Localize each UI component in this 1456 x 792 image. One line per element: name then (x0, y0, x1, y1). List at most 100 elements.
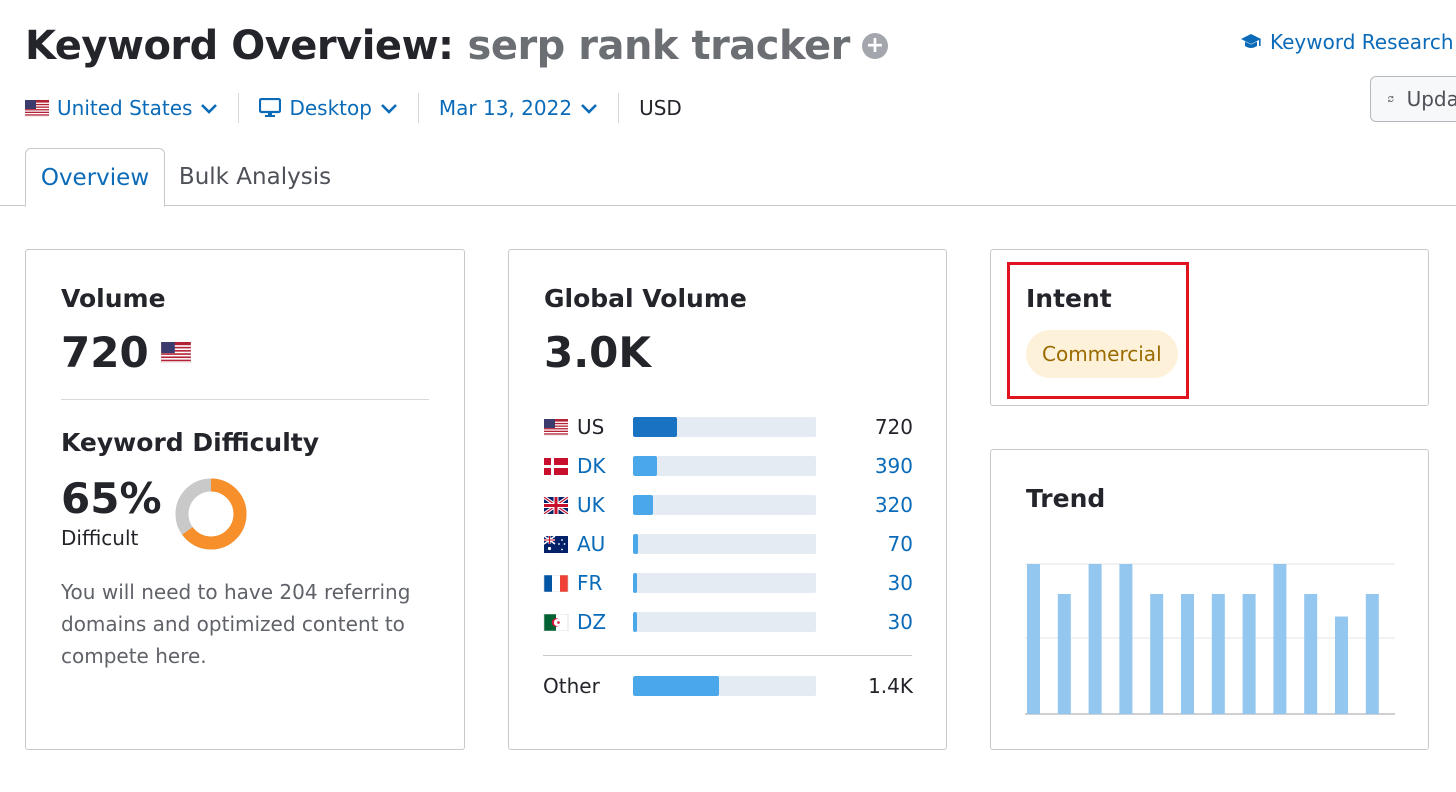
page-title: Keyword Overview: (25, 23, 454, 69)
update-button[interactable]: Update (1370, 76, 1456, 122)
device-select[interactable]: Desktop (259, 96, 397, 120)
country-bar-fill (633, 612, 637, 632)
other-bar (633, 676, 816, 696)
trend-bar[interactable] (1027, 564, 1040, 714)
country-row[interactable]: DZ 30 (543, 609, 913, 635)
country-code[interactable]: DZ (577, 610, 607, 634)
volume-value: 720 (61, 328, 149, 377)
country-bar (633, 573, 816, 593)
country-bar (633, 495, 816, 515)
country-select[interactable]: United States (25, 96, 218, 120)
intent-badge[interactable]: Commercial (1026, 330, 1178, 378)
kd-donut-chart (175, 478, 247, 550)
trend-bar[interactable] (1119, 564, 1133, 714)
country-bar (633, 534, 816, 554)
country-code[interactable]: FR (577, 571, 603, 595)
country-bar-fill (633, 573, 637, 593)
kd-description: You will need to have 204 referring doma… (61, 580, 411, 668)
country-bar (633, 612, 816, 632)
kd-label: Keyword Difficulty (61, 428, 320, 457)
volume-value-row: 720 (61, 328, 191, 377)
us-flag-icon (25, 99, 49, 117)
trend-chart (1025, 563, 1395, 715)
country-volume: 720 (874, 415, 913, 439)
desktop-icon (259, 98, 282, 117)
keyword-research-label: Keyword Research (1270, 30, 1454, 54)
divider (61, 399, 429, 400)
trend-bar[interactable] (1365, 594, 1379, 714)
country-row[interactable]: DK 390 (543, 453, 913, 479)
country-volume[interactable]: 390 (874, 454, 913, 478)
chevron-down-icon (581, 104, 597, 114)
country-bar-fill (633, 417, 677, 437)
update-label: Update (1406, 87, 1456, 111)
keyword-title: serp rank tracker (467, 23, 851, 69)
country-code[interactable]: AU (577, 532, 606, 556)
kd-value: 65% (61, 474, 162, 523)
trend-bar[interactable] (1088, 564, 1102, 714)
dk-flag-icon (544, 457, 568, 475)
country-volume[interactable]: 30 (887, 571, 913, 595)
date-label: Mar 13, 2022 (438, 96, 573, 120)
global-volume-value: 3.0K (544, 328, 651, 377)
country-volume[interactable]: 70 (887, 532, 913, 556)
chevron-down-icon (201, 104, 218, 114)
device-label: Desktop (289, 96, 372, 120)
au-flag-icon (543, 535, 568, 553)
country-bar-fill (633, 534, 638, 554)
fr-flag-icon (543, 574, 569, 592)
country-bar-fill (633, 456, 657, 476)
trend-label: Trend (1026, 484, 1106, 513)
trend-bar[interactable] (1242, 594, 1256, 714)
country-label: United States (57, 96, 193, 120)
divider (618, 93, 620, 123)
country-bar (633, 417, 816, 437)
country-bar-fill (633, 495, 653, 515)
country-row[interactable]: FR 30 (543, 570, 913, 596)
trend-bar[interactable] (1335, 616, 1348, 715)
country-volume[interactable]: 30 (887, 610, 913, 634)
country-bar (633, 456, 816, 476)
trend-bar[interactable] (1150, 594, 1164, 714)
other-row: Other 1.4K (543, 673, 913, 699)
page-title-row: Keyword Overview: serp rank tracker + (25, 18, 888, 74)
divider (543, 655, 912, 656)
date-select[interactable]: Mar 13, 2022 (439, 96, 598, 120)
trend-bar[interactable] (1273, 564, 1287, 714)
kd-donut-arc (175, 478, 247, 550)
graduation-cap-icon (1241, 34, 1261, 48)
country-row: US 720 (543, 414, 913, 440)
trend-bar[interactable] (1181, 594, 1194, 714)
trend-bar[interactable] (1057, 594, 1071, 714)
us-flag-icon (160, 342, 191, 363)
chevron-down-icon (381, 104, 397, 114)
add-keyword-icon[interactable]: + (861, 33, 888, 59)
divider (238, 93, 240, 123)
global-volume-card: Global Volume 3.0K US 720 DK 390 (508, 249, 947, 750)
country-volume[interactable]: 320 (874, 493, 913, 517)
country-row[interactable]: UK 320 (543, 492, 913, 518)
intent-label: Intent (1026, 284, 1112, 313)
trend-bar[interactable] (1211, 594, 1225, 714)
country-code[interactable]: DK (577, 454, 606, 478)
currency-label: USD (639, 96, 682, 120)
tab-overview[interactable]: Overview (25, 148, 165, 207)
other-bar-fill (633, 676, 719, 696)
uk-flag-icon (543, 496, 569, 514)
intent-card: Intent Commercial (990, 249, 1429, 406)
refresh-icon (1388, 95, 1394, 103)
trend-card: Trend (990, 449, 1429, 750)
kd-level: Difficult (61, 526, 139, 550)
country-code: US (577, 415, 605, 439)
dz-flag-icon (543, 613, 569, 631)
volume-card: Volume 720 Keyword Difficulty 65% Diffic… (25, 249, 465, 750)
other-volume: 1.4K (868, 674, 913, 698)
filter-bar: United States Desktop Mar 13, 2022 USD (25, 88, 682, 128)
tab-bar: Overview Bulk Analysis (0, 148, 1456, 207)
global-volume-label: Global Volume (544, 284, 747, 313)
tab-bulk-analysis[interactable]: Bulk Analysis (178, 164, 332, 190)
keyword-research-link[interactable]: Keyword Research (1240, 30, 1454, 54)
country-code[interactable]: UK (577, 493, 605, 517)
country-row[interactable]: AU 70 (543, 531, 913, 557)
trend-bar[interactable] (1304, 594, 1318, 714)
